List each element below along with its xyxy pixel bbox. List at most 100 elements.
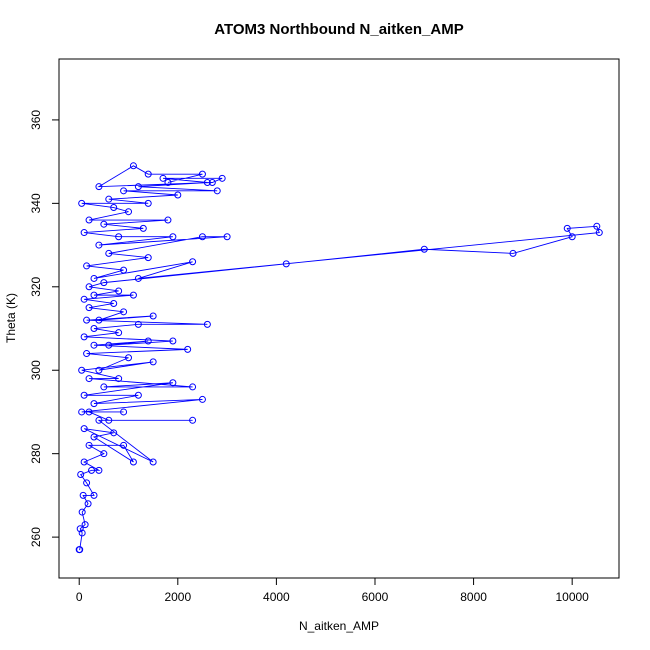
data-point bbox=[95, 316, 103, 324]
data-point bbox=[120, 408, 128, 416]
data-point bbox=[100, 279, 108, 287]
data-point bbox=[174, 191, 182, 199]
data-point bbox=[144, 170, 152, 178]
data-point bbox=[120, 441, 128, 449]
data-point bbox=[189, 416, 197, 424]
data-point bbox=[105, 341, 113, 349]
data-point bbox=[134, 274, 142, 282]
data-point bbox=[595, 229, 603, 237]
data-point bbox=[164, 178, 172, 186]
data-point bbox=[90, 400, 98, 408]
data-point bbox=[110, 204, 118, 212]
data-point bbox=[169, 233, 177, 241]
data-point bbox=[78, 199, 86, 207]
data-point bbox=[120, 308, 128, 316]
data-point bbox=[95, 366, 103, 374]
data-point bbox=[80, 333, 88, 341]
data-point bbox=[420, 245, 428, 253]
data-point bbox=[100, 383, 108, 391]
data-point bbox=[593, 222, 601, 230]
data-line bbox=[79, 165, 600, 551]
data-point bbox=[149, 312, 157, 320]
data-point bbox=[90, 341, 98, 349]
data-point bbox=[85, 304, 93, 312]
data-point bbox=[110, 299, 118, 307]
data-point bbox=[184, 345, 192, 353]
data-point bbox=[90, 274, 98, 282]
data-point bbox=[115, 287, 123, 295]
data-point bbox=[208, 178, 216, 186]
data-point bbox=[120, 187, 128, 195]
data-point bbox=[88, 466, 96, 474]
y-tick-label: 320 bbox=[29, 276, 43, 296]
data-point bbox=[80, 391, 88, 399]
data-point bbox=[85, 375, 93, 383]
data-point bbox=[115, 375, 123, 383]
data-point bbox=[134, 320, 142, 328]
data-point bbox=[83, 262, 91, 270]
data-point bbox=[115, 233, 123, 241]
data-point bbox=[105, 416, 113, 424]
data-point bbox=[134, 391, 142, 399]
x-tick-label: 10000 bbox=[555, 590, 589, 604]
y-axis-label: Theta (K) bbox=[4, 293, 18, 343]
data-point bbox=[95, 241, 103, 249]
data-point bbox=[149, 358, 157, 366]
data-point bbox=[144, 199, 152, 207]
data-point bbox=[213, 187, 221, 195]
data-point bbox=[95, 466, 103, 474]
data-point bbox=[568, 233, 576, 241]
y-tick-label: 300 bbox=[29, 360, 43, 380]
data-point bbox=[95, 416, 103, 424]
data-point bbox=[76, 525, 84, 533]
y-tick-label: 280 bbox=[29, 443, 43, 463]
data-point bbox=[144, 254, 152, 262]
data-point bbox=[78, 529, 86, 537]
plot-frame bbox=[58, 58, 620, 579]
data-point bbox=[90, 291, 98, 299]
data-point bbox=[105, 195, 113, 203]
data-point bbox=[149, 458, 157, 466]
data-point bbox=[76, 546, 84, 554]
data-point bbox=[189, 258, 197, 266]
data-point bbox=[115, 329, 123, 337]
data-point bbox=[198, 170, 206, 178]
data-point bbox=[125, 354, 133, 362]
data-point bbox=[85, 408, 93, 416]
data-point bbox=[134, 183, 142, 191]
data-point bbox=[144, 337, 152, 345]
data-point bbox=[90, 491, 98, 499]
data-point bbox=[198, 233, 206, 241]
data-point bbox=[563, 224, 571, 232]
data-point bbox=[198, 395, 206, 403]
data-point bbox=[129, 162, 137, 170]
data-point bbox=[129, 458, 137, 466]
data-point bbox=[164, 216, 172, 224]
x-tick-label: 4000 bbox=[263, 590, 290, 604]
data-point bbox=[80, 458, 88, 466]
data-point bbox=[218, 174, 226, 182]
data-point bbox=[80, 425, 88, 433]
data-point bbox=[129, 291, 137, 299]
data-point bbox=[79, 491, 87, 499]
data-point bbox=[203, 320, 211, 328]
data-point bbox=[223, 233, 231, 241]
x-tick-label: 8000 bbox=[460, 590, 487, 604]
data-point bbox=[105, 249, 113, 257]
data-point bbox=[80, 229, 88, 237]
data-point bbox=[90, 433, 98, 441]
data-point bbox=[159, 174, 167, 182]
x-tick-label: 6000 bbox=[362, 590, 389, 604]
data-point bbox=[509, 249, 517, 257]
data-point bbox=[78, 366, 86, 374]
data-point bbox=[169, 379, 177, 387]
data-point bbox=[125, 208, 133, 216]
data-point bbox=[169, 337, 177, 345]
data-point bbox=[189, 383, 197, 391]
data-point bbox=[282, 260, 290, 268]
x-axis-label: N_aitken_AMP bbox=[299, 619, 379, 633]
data-point bbox=[110, 429, 118, 437]
x-tick-label: 2000 bbox=[164, 590, 191, 604]
y-tick-label: 360 bbox=[29, 110, 43, 130]
data-point bbox=[90, 325, 98, 333]
